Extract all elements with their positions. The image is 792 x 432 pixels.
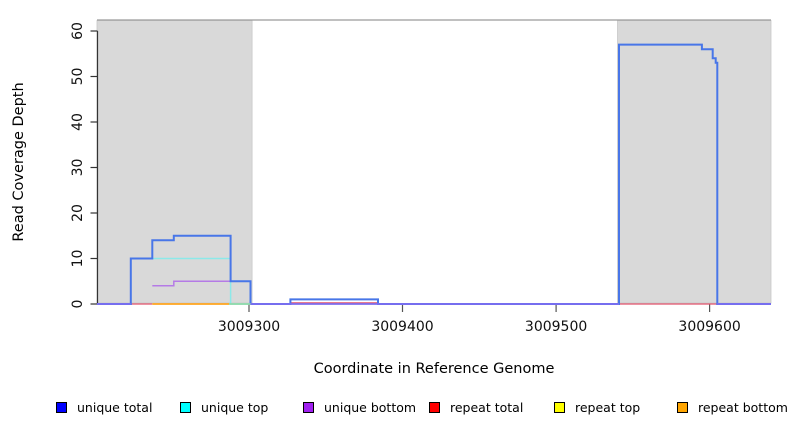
- repeat-region-band: [617, 20, 772, 304]
- legend-item: unique total: [56, 400, 152, 415]
- y-tick-label: 40: [70, 113, 86, 131]
- y-axis-label: Read Coverage Depth: [11, 82, 27, 241]
- y-tick-label: 30: [70, 159, 86, 177]
- legend-label: unique top: [201, 400, 269, 415]
- chart-legend: unique total unique top unique bottom repea…: [0, 398, 792, 424]
- legend-swatch-icon: [554, 402, 565, 413]
- legend-label: repeat top: [575, 400, 641, 415]
- legend-label: repeat total: [450, 400, 524, 415]
- y-tick-label: 50: [70, 68, 86, 86]
- legend-label: repeat bottom: [698, 400, 788, 415]
- legend-swatch-icon: [180, 402, 191, 413]
- x-tick-label: 3009500: [525, 319, 587, 335]
- legend-item: unique bottom: [303, 400, 416, 415]
- x-tick-label: 3009300: [218, 319, 280, 335]
- y-tick-label: 20: [70, 204, 86, 222]
- x-axis-label: Coordinate in Reference Genome: [314, 361, 555, 377]
- legend-item: unique top: [180, 400, 268, 415]
- x-tick-label: 3009600: [678, 319, 740, 335]
- legend-label: unique total: [77, 400, 153, 415]
- coverage-step-line: [97, 43, 771, 305]
- y-tick-label: 60: [70, 22, 86, 40]
- legend-label: unique bottom: [324, 400, 417, 415]
- y-tick-label: 10: [70, 250, 86, 268]
- x-tick-label: 3009400: [371, 319, 433, 335]
- legend-swatch-icon: [677, 402, 688, 413]
- legend-swatch-icon: [429, 402, 440, 413]
- legend-swatch-icon: [56, 402, 67, 413]
- repeat-region-band: [96, 20, 253, 304]
- y-tick-label: 0: [70, 300, 86, 309]
- plot-area: Coordinate in Reference Genome Read Cove…: [11, 19, 772, 377]
- legend-swatch-icon: [303, 402, 314, 413]
- legend-item: repeat bottom: [677, 400, 788, 415]
- legend-item: repeat top: [554, 400, 640, 415]
- legend-item: repeat total: [429, 400, 523, 415]
